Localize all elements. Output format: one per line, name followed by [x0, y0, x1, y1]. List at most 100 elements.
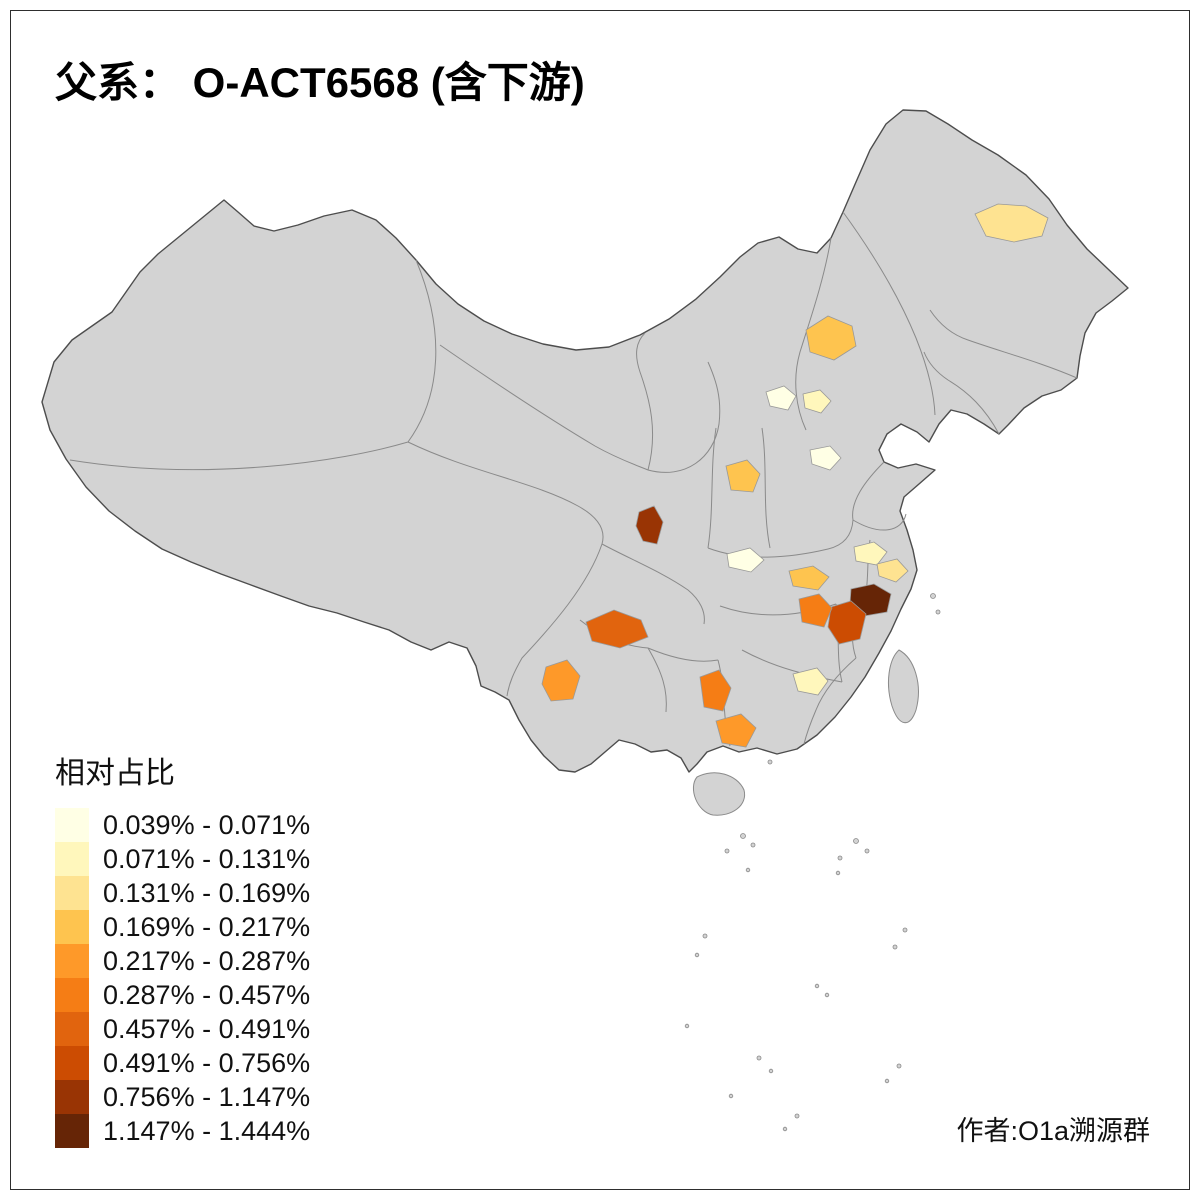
china-mainland-outline: [41, 109, 1129, 773]
legend-row: 0.491% - 0.756%: [55, 1046, 310, 1080]
legend-swatch: [55, 1080, 89, 1114]
map-region-hubei-central: [788, 565, 830, 591]
islands: [692, 649, 919, 816]
map-region-hebei-south: [809, 445, 842, 471]
legend-row: 0.756% - 1.147%: [55, 1080, 310, 1114]
map-region-beijing-west: [765, 385, 797, 411]
border-neimenggu-dongbei: [842, 211, 936, 416]
legend-swatch: [55, 978, 89, 1012]
border-guizhou-guangxi: [647, 647, 719, 662]
island-speck: [694, 952, 700, 958]
border-shanxi-hebei: [761, 427, 771, 549]
island-speck: [768, 1068, 774, 1074]
legend: 相对占比 0.039% - 0.071% 0.071% - 0.131% 0.1…: [55, 748, 310, 1148]
island-speck: [728, 1093, 734, 1099]
map-region-jiangsu-south: [876, 558, 909, 583]
island-speck: [684, 1023, 690, 1029]
island-speck: [837, 855, 843, 861]
map-region-yunnan-central: [541, 659, 581, 702]
border-qinghai-tibet: [407, 441, 604, 545]
border-xinjiang: [69, 259, 437, 471]
border-jilin-liaoning: [923, 351, 1000, 435]
legend-label: 0.039% - 0.071%: [103, 809, 311, 840]
map-region-shaanxi-central: [635, 505, 664, 545]
legend-row: 0.457% - 0.491%: [55, 1012, 310, 1046]
border-sichuan-guizhou: [601, 543, 705, 625]
island-speck: [767, 759, 773, 765]
page-title: 父系： O-ACT6568 (含下游): [55, 59, 585, 106]
border-heilongjiang-jilin: [929, 309, 1078, 379]
hainan-island: [692, 772, 746, 816]
legend-title: 相对占比: [55, 757, 175, 790]
island-speck: [864, 848, 870, 854]
border-ordos: [647, 361, 721, 473]
island-speck: [702, 933, 708, 939]
island-speck: [745, 867, 751, 873]
legend-row: 0.039% - 0.071%: [55, 808, 310, 842]
border-yunnan-guangxi: [647, 647, 667, 713]
legend-swatch: [55, 842, 89, 876]
island-speck: [935, 609, 941, 615]
legend-label: 0.287% - 0.457%: [103, 979, 311, 1010]
legend-label: 0.491% - 0.756%: [103, 1047, 311, 1078]
map-region-guangdong-central: [715, 713, 757, 748]
highlighted-regions: [541, 203, 1049, 748]
province-borders: [69, 211, 1078, 747]
island-speck: [740, 833, 746, 839]
island-speck: [896, 1063, 902, 1069]
legend-label: 1.147% - 1.444%: [103, 1115, 311, 1146]
legend-label: 0.169% - 0.217%: [103, 911, 311, 942]
legend-swatch: [55, 876, 89, 910]
island-speck: [750, 842, 756, 848]
legend-swatch: [55, 1012, 89, 1046]
island-speck: [884, 1078, 890, 1084]
border-shaanxi-shanxi: [707, 427, 717, 549]
legend-swatch: [55, 1114, 89, 1148]
map-region-guizhou-north: [585, 609, 649, 649]
border-nanling: [741, 649, 843, 683]
legend-label: 0.217% - 0.287%: [103, 945, 311, 976]
legend-row: 0.071% - 0.131%: [55, 842, 310, 876]
legend-row: 0.169% - 0.217%: [55, 910, 310, 944]
border-gansu-qinghai: [439, 344, 649, 471]
map-region-shanxi-central: [725, 459, 761, 493]
island-speck: [756, 1055, 762, 1061]
legend-swatch: [55, 944, 89, 978]
map-region-inner-mongolia-patch: [805, 315, 857, 361]
island-speck: [930, 593, 936, 599]
legend-row: 0.217% - 0.287%: [55, 944, 310, 978]
taiwan-island: [888, 649, 919, 724]
legend-row: 0.131% - 0.169%: [55, 876, 310, 910]
legend-swatch: [55, 910, 89, 944]
map-region-heilongjiang-west: [974, 203, 1049, 243]
border-gansu-neimenggu: [636, 332, 654, 471]
island-speck: [853, 838, 859, 844]
legend-label: 0.071% - 0.131%: [103, 843, 311, 874]
map-region-beijing-east: [802, 389, 832, 414]
legend-row: 1.147% - 1.444%: [55, 1114, 310, 1148]
legend-swatch: [55, 1046, 89, 1080]
map-region-guangxi-central: [699, 669, 732, 712]
island-speck: [892, 944, 898, 950]
legend-swatch: [55, 808, 89, 842]
map-region-jiangxi-northeast: [827, 600, 867, 645]
border-tibet-sichuan: [506, 543, 603, 697]
legend-label: 0.457% - 0.491%: [103, 1013, 311, 1044]
map-region-hunan-northeast: [798, 593, 833, 628]
island-speck: [902, 927, 908, 933]
attribution: 作者:O1a溯源群: [956, 1116, 1150, 1146]
island-speck: [794, 1113, 800, 1119]
map-region-fujian-west: [792, 667, 829, 696]
map-region-anhui-central: [853, 541, 888, 566]
island-speck: [824, 992, 830, 998]
legend-label: 0.756% - 1.147%: [103, 1081, 311, 1112]
island-speck: [782, 1126, 788, 1132]
island-speck: [814, 983, 820, 989]
legend-label: 0.131% - 0.169%: [103, 877, 311, 908]
map-region-henan-south: [726, 547, 765, 573]
legend-row: 0.287% - 0.457%: [55, 978, 310, 1012]
island-speck: [835, 870, 841, 876]
south-china-sea-islands: [684, 593, 941, 1132]
border-fujian-jiangxi: [803, 657, 857, 745]
